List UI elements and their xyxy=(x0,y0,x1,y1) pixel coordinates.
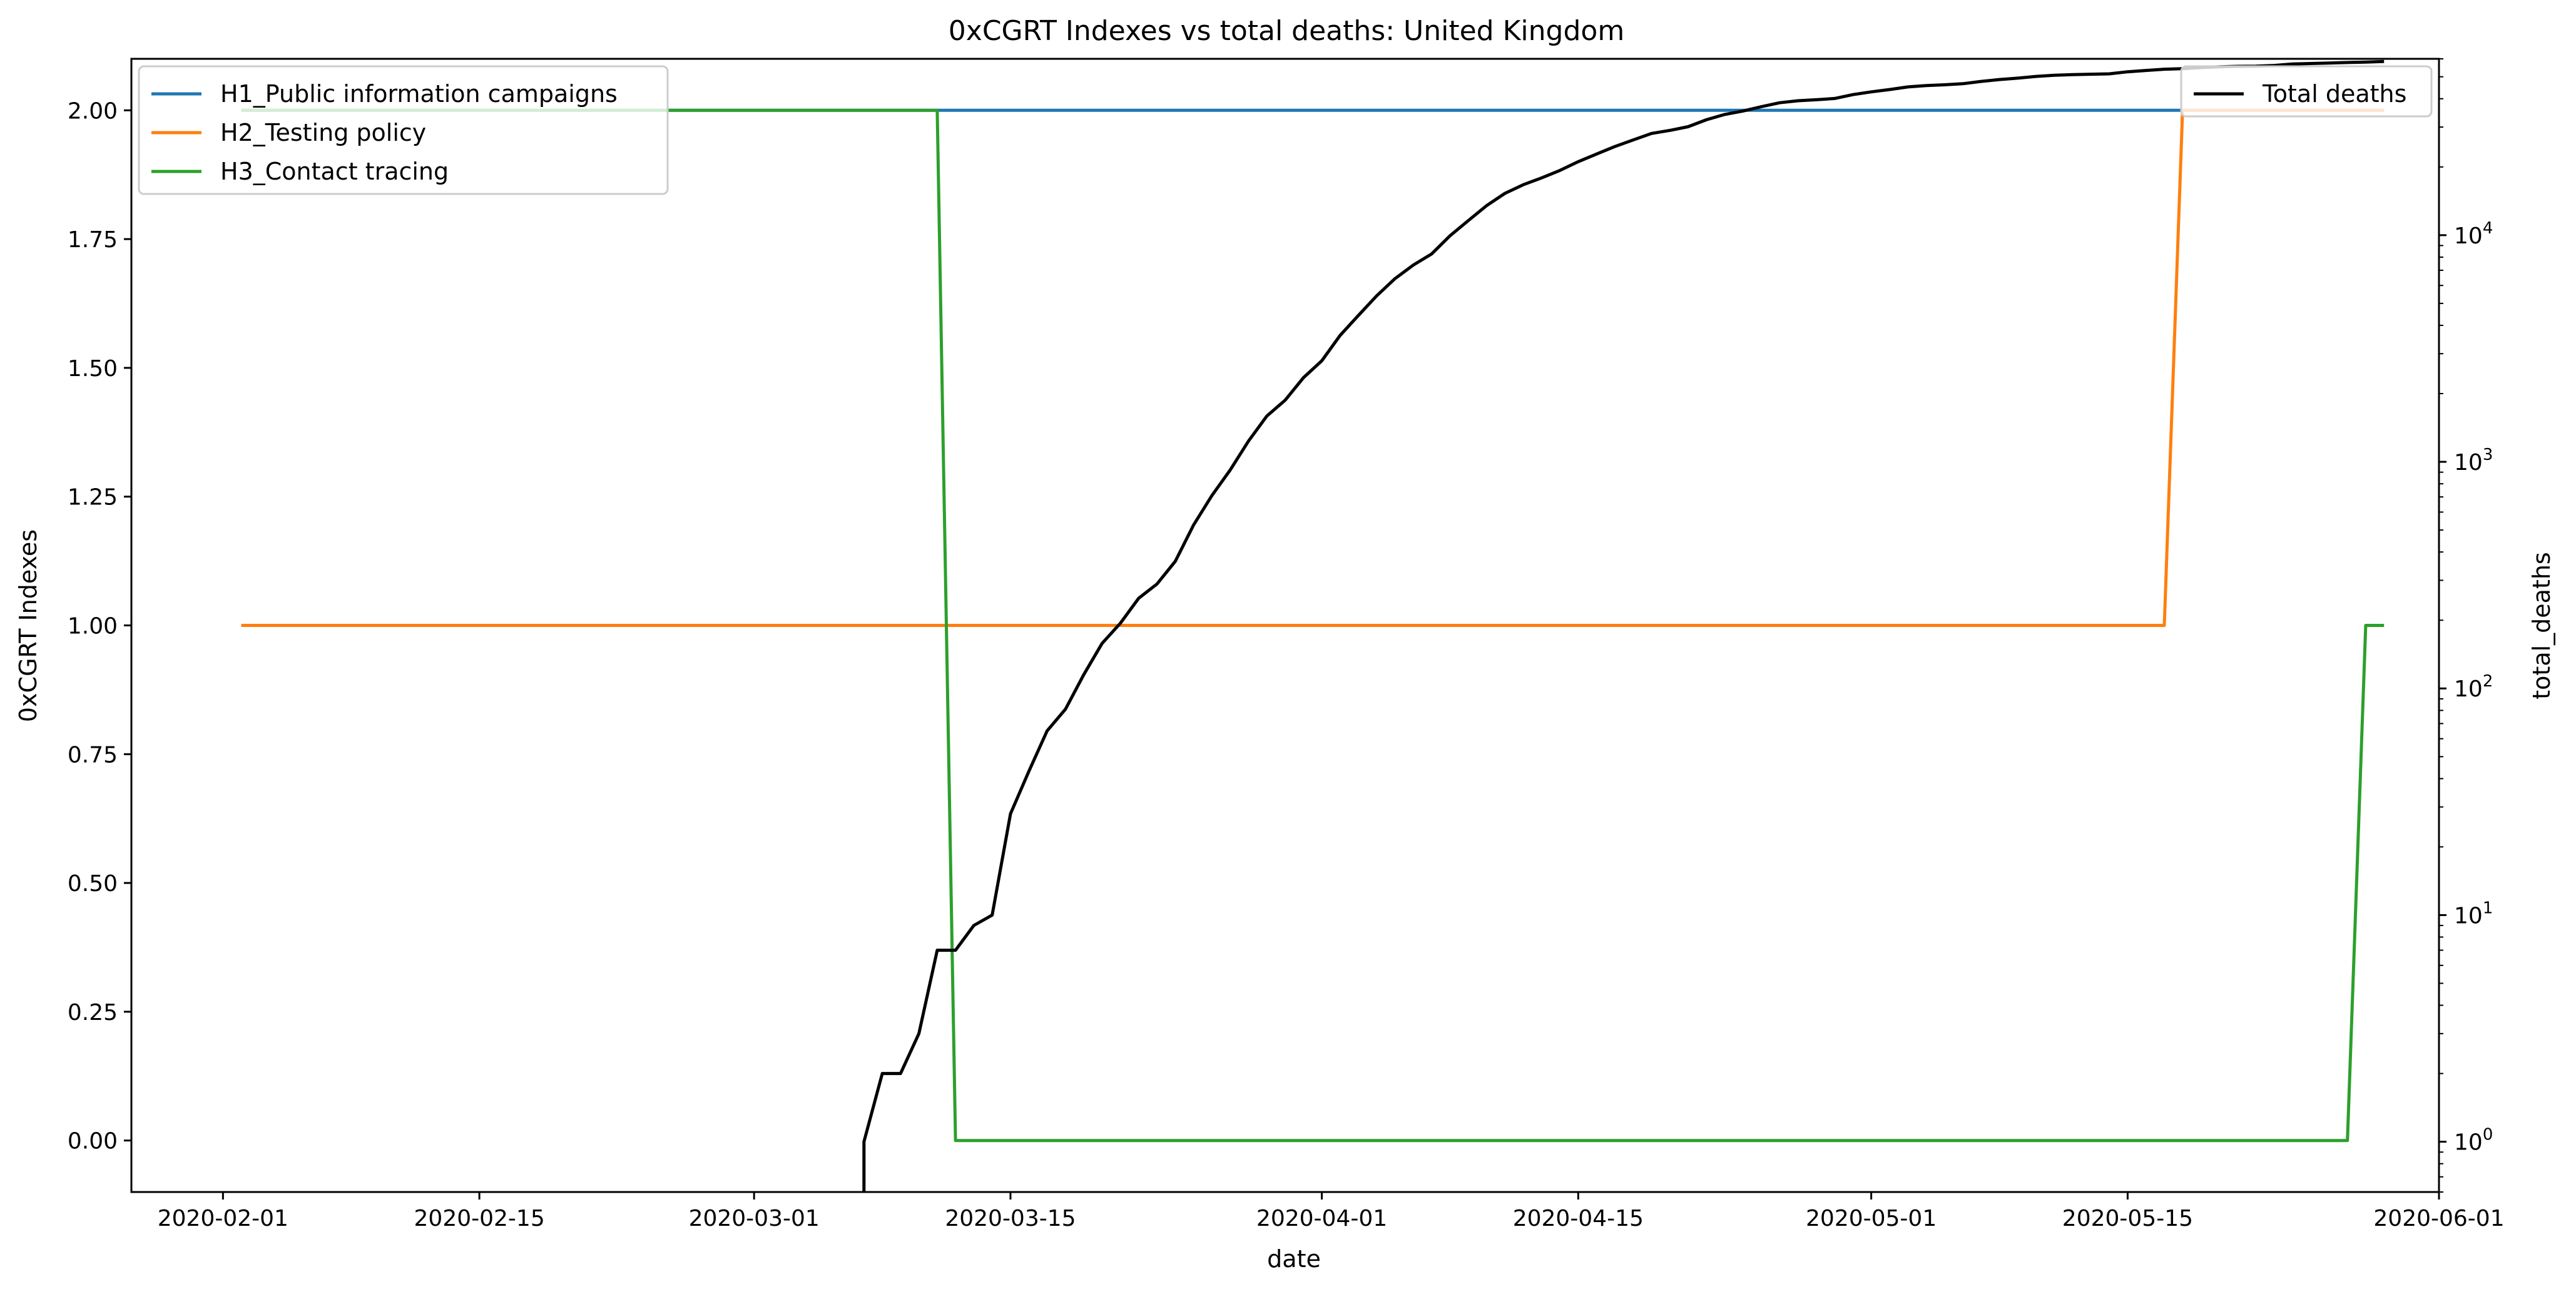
legend-label: H3_Contact tracing xyxy=(220,158,449,185)
x-tick-label: 2020-03-01 xyxy=(689,1206,820,1231)
y-right-tick-label: 104 xyxy=(2454,219,2493,249)
chart-title: 0xCGRT Indexes vs total deaths: United K… xyxy=(949,15,1624,47)
legend-label: H1_Public information campaigns xyxy=(220,80,618,108)
series-line-3 xyxy=(862,59,2385,1192)
y-left-tick-label: 1.00 xyxy=(68,614,118,639)
y-right-tick-label: 103 xyxy=(2454,446,2493,476)
y-left-tick-label: 0.00 xyxy=(68,1129,118,1154)
y-left-tick-label: 1.50 xyxy=(68,356,118,382)
y-right-tick-label: 100 xyxy=(2454,1126,2493,1156)
y-left-tick-label: 2.00 xyxy=(68,98,118,124)
x-tick-label: 2020-04-15 xyxy=(1513,1206,1644,1231)
legend-right: Total deaths xyxy=(2180,65,2433,118)
x-tick-label: 2020-06-01 xyxy=(2373,1206,2504,1231)
x-tick-label: 2020-05-01 xyxy=(1806,1206,1937,1231)
x-tick-label: 2020-04-01 xyxy=(1256,1206,1387,1231)
legend-box xyxy=(2180,65,2433,118)
y-left-tick-label: 1.25 xyxy=(68,485,118,511)
legend-label: H2_Testing policy xyxy=(220,119,426,146)
legend-left: H1_Public information campaigns H2_Testin… xyxy=(138,65,669,195)
x-tick-label: 2020-02-15 xyxy=(414,1206,545,1231)
y-right-tick-label: 102 xyxy=(2454,672,2493,702)
series-line-2 xyxy=(241,108,2385,1143)
series-layer xyxy=(241,59,2385,1192)
x-axis-label: date xyxy=(1267,1245,1321,1273)
y-axis-left-label: 0xCGRT Indexes xyxy=(14,529,42,722)
x-tick-label: 2020-03-15 xyxy=(945,1206,1076,1231)
x-axis: 2020-02-01 2020-02-15 2020-03-01 2020-03-15… xyxy=(158,1192,2505,1231)
y-right-tick-label: 101 xyxy=(2454,899,2493,929)
y-left-tick-label: 0.25 xyxy=(68,1000,118,1026)
legend-label: Total deaths xyxy=(2262,80,2406,108)
legend-box xyxy=(138,65,669,195)
y-axis-left: 0.00 0.25 0.50 0.75 1.00 1.25 1.50 1.75 2.00 xyxy=(68,98,131,1154)
plot-area xyxy=(130,58,2440,1193)
y-left-tick-label: 0.50 xyxy=(68,871,118,897)
x-tick-label: 2020-02-01 xyxy=(158,1206,288,1231)
y-axis-right-label: total_deaths xyxy=(2528,552,2555,699)
y-left-tick-label: 1.75 xyxy=(68,227,118,253)
y-left-tick-label: 0.75 xyxy=(68,742,118,768)
x-tick-label: 2020-05-15 xyxy=(2062,1206,2193,1231)
y-axis-right: 100 101 102 103 104 xyxy=(2439,58,2493,1193)
